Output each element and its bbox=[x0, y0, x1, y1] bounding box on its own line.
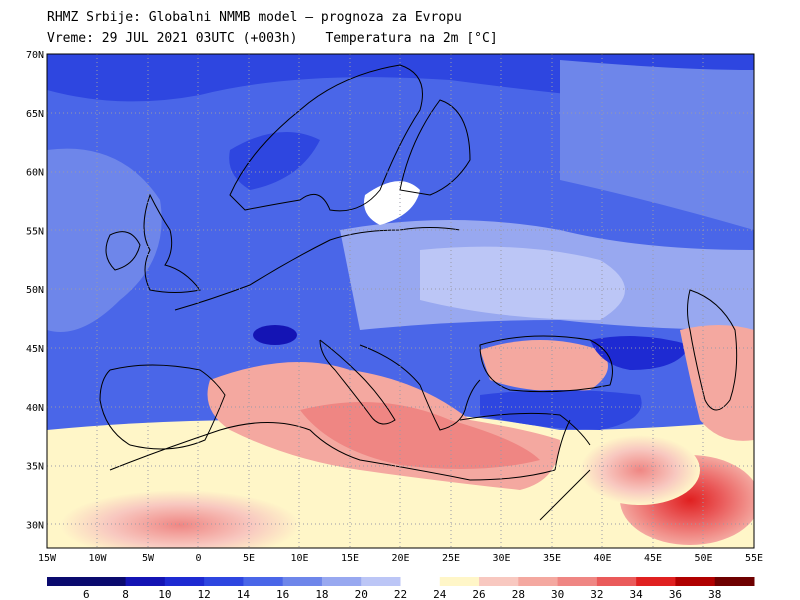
longitude-labels: 15W 10W 5W 0 5E 10E 15E 20E 25E 30E 35E 40E 45E 50E 55… bbox=[38, 553, 763, 564]
colorbar-label: 30 bbox=[551, 588, 564, 600]
colorbar-swatch bbox=[47, 577, 87, 586]
colorbar-swatch bbox=[321, 577, 362, 586]
colorbar-swatch bbox=[596, 577, 637, 586]
latitude-label: 30N bbox=[26, 520, 44, 531]
colorbar-swatch bbox=[204, 577, 244, 586]
longitude-label: 10W bbox=[88, 553, 107, 564]
longitude-label: 5E bbox=[243, 553, 255, 564]
longitude-label: 15E bbox=[341, 553, 359, 564]
colorbar-swatch bbox=[86, 577, 127, 586]
colorbar-label: 8 bbox=[122, 588, 129, 600]
latitude-label: 65N bbox=[26, 109, 44, 120]
colorbar-label: 12 bbox=[197, 588, 210, 600]
colorbar-swatch bbox=[361, 577, 401, 586]
colorbar-label: 20 bbox=[355, 588, 368, 600]
colorbar-label: 10 bbox=[158, 588, 171, 600]
longitude-label: 35E bbox=[543, 553, 561, 564]
longitude-label: 45E bbox=[644, 553, 662, 564]
latitude-label: 45N bbox=[26, 344, 44, 355]
colorbar-swatch bbox=[243, 577, 284, 586]
temperature-field bbox=[47, 54, 754, 548]
longitude-label: 50E bbox=[694, 553, 712, 564]
colorbar-label: 24 bbox=[433, 588, 447, 600]
colorbar-label: 26 bbox=[472, 588, 485, 600]
colorbar-label: 14 bbox=[237, 588, 251, 600]
colorbar-swatch bbox=[400, 577, 441, 586]
colorbar-label: 18 bbox=[315, 588, 328, 600]
colorbar-swatch bbox=[439, 577, 480, 586]
colorbar-swatch bbox=[518, 577, 559, 586]
colorbar: 6 8 10 12 14 16 18 20 22 24 26 28 30 32 34 36 38 bbox=[47, 577, 755, 600]
map-frame bbox=[46, 53, 755, 549]
colorbar-label: 34 bbox=[630, 588, 644, 600]
latitude-label: 50N bbox=[26, 285, 44, 296]
colorbar-swatch bbox=[164, 577, 205, 586]
colorbar-label: 6 bbox=[83, 588, 90, 600]
colorbar-swatch bbox=[282, 577, 323, 586]
longitude-label: 30E bbox=[492, 553, 510, 564]
longitude-label: 25E bbox=[442, 553, 460, 564]
longitude-label: 20E bbox=[391, 553, 409, 564]
colorbar-swatch bbox=[125, 577, 166, 586]
valid-time-label: Vreme: 29 JUL 2021 03UTC (+003h) bbox=[47, 31, 298, 46]
map-subtitle: Vreme: 29 JUL 2021 03UTC (+003h) Temperat… bbox=[47, 31, 498, 46]
colorbar-label: 38 bbox=[708, 588, 721, 600]
map-title: RHMZ Srbije: Globalni NMMB model — progn… bbox=[47, 10, 462, 25]
latitude-label: 40N bbox=[26, 403, 44, 414]
latitude-label: 70N bbox=[26, 50, 44, 61]
longitude-label: 0 bbox=[195, 553, 201, 564]
colorbar-label: 22 bbox=[394, 588, 407, 600]
colorbar-label: 28 bbox=[512, 588, 525, 600]
colorbar-label: 16 bbox=[276, 588, 289, 600]
variable-label: Temperatura na 2m [°C] bbox=[325, 31, 498, 46]
colorbar-label: 32 bbox=[590, 588, 603, 600]
colorbar-label: 36 bbox=[669, 588, 682, 600]
colorbar-swatch bbox=[636, 577, 676, 586]
coastlines bbox=[99, 64, 738, 521]
longitude-label: 10E bbox=[290, 553, 308, 564]
longitude-label: 15W bbox=[38, 553, 57, 564]
colorbar-swatch bbox=[714, 577, 755, 586]
latitude-label: 35N bbox=[26, 462, 44, 473]
latitude-label: 60N bbox=[26, 168, 44, 179]
longitude-label: 5W bbox=[142, 553, 155, 564]
longitude-label: 55E bbox=[745, 553, 763, 564]
colorbar-swatch bbox=[675, 577, 716, 586]
longitude-label: 40E bbox=[593, 553, 611, 564]
colorbar-swatch bbox=[479, 577, 519, 586]
latitude-labels: 70N 65N 60N 55N 50N 45N 40N 35N 30N bbox=[26, 50, 44, 531]
colorbar-swatch bbox=[557, 577, 598, 586]
latitude-label: 55N bbox=[26, 226, 44, 237]
